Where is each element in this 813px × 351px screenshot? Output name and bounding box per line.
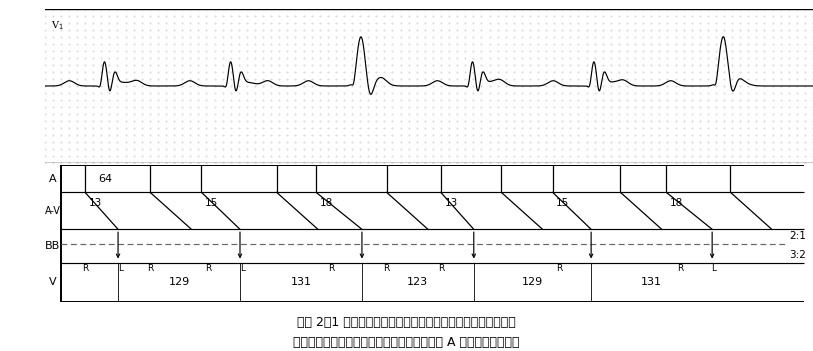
Text: L: L [711, 264, 716, 272]
Text: 131: 131 [290, 277, 311, 287]
Text: 123: 123 [407, 277, 428, 287]
Text: R: R [205, 264, 211, 272]
Text: A: A [49, 174, 57, 184]
Text: 15: 15 [556, 198, 570, 208]
Text: 右束支由不同程度传导延缓引起），左束支内 A 型交替性文氏周期: 右束支由不同程度传导延缓引起），左束支内 A 型交替性文氏周期 [293, 336, 520, 349]
Text: R: R [556, 264, 562, 272]
Text: R: R [147, 264, 154, 272]
Text: R: R [677, 264, 683, 272]
Text: V$_1$: V$_1$ [51, 19, 63, 32]
Text: 18: 18 [320, 198, 333, 208]
Text: 131: 131 [641, 277, 662, 287]
Text: 13: 13 [89, 198, 102, 208]
Text: 2:1: 2:1 [789, 231, 806, 241]
Text: 3:2: 3:2 [789, 250, 806, 260]
Text: 129: 129 [522, 277, 543, 287]
Text: 13: 13 [445, 198, 458, 208]
Text: R: R [328, 264, 335, 272]
Text: 129: 129 [168, 277, 189, 287]
Text: L: L [119, 264, 124, 272]
Text: 18: 18 [670, 198, 683, 208]
Text: A-V: A-V [45, 206, 61, 216]
Text: BB: BB [46, 241, 61, 251]
Text: R: R [384, 264, 389, 272]
Text: R: R [82, 264, 88, 272]
Text: V: V [49, 277, 57, 287]
Text: L: L [241, 264, 246, 272]
Text: R: R [438, 264, 445, 272]
Text: 显示 2：1 传导的二度房室传导阻滞，功能性双束支阻滞（左、: 显示 2：1 传导的二度房室传导阻滞，功能性双束支阻滞（左、 [297, 316, 516, 330]
Text: 15: 15 [205, 198, 219, 208]
Text: 64: 64 [98, 174, 112, 184]
